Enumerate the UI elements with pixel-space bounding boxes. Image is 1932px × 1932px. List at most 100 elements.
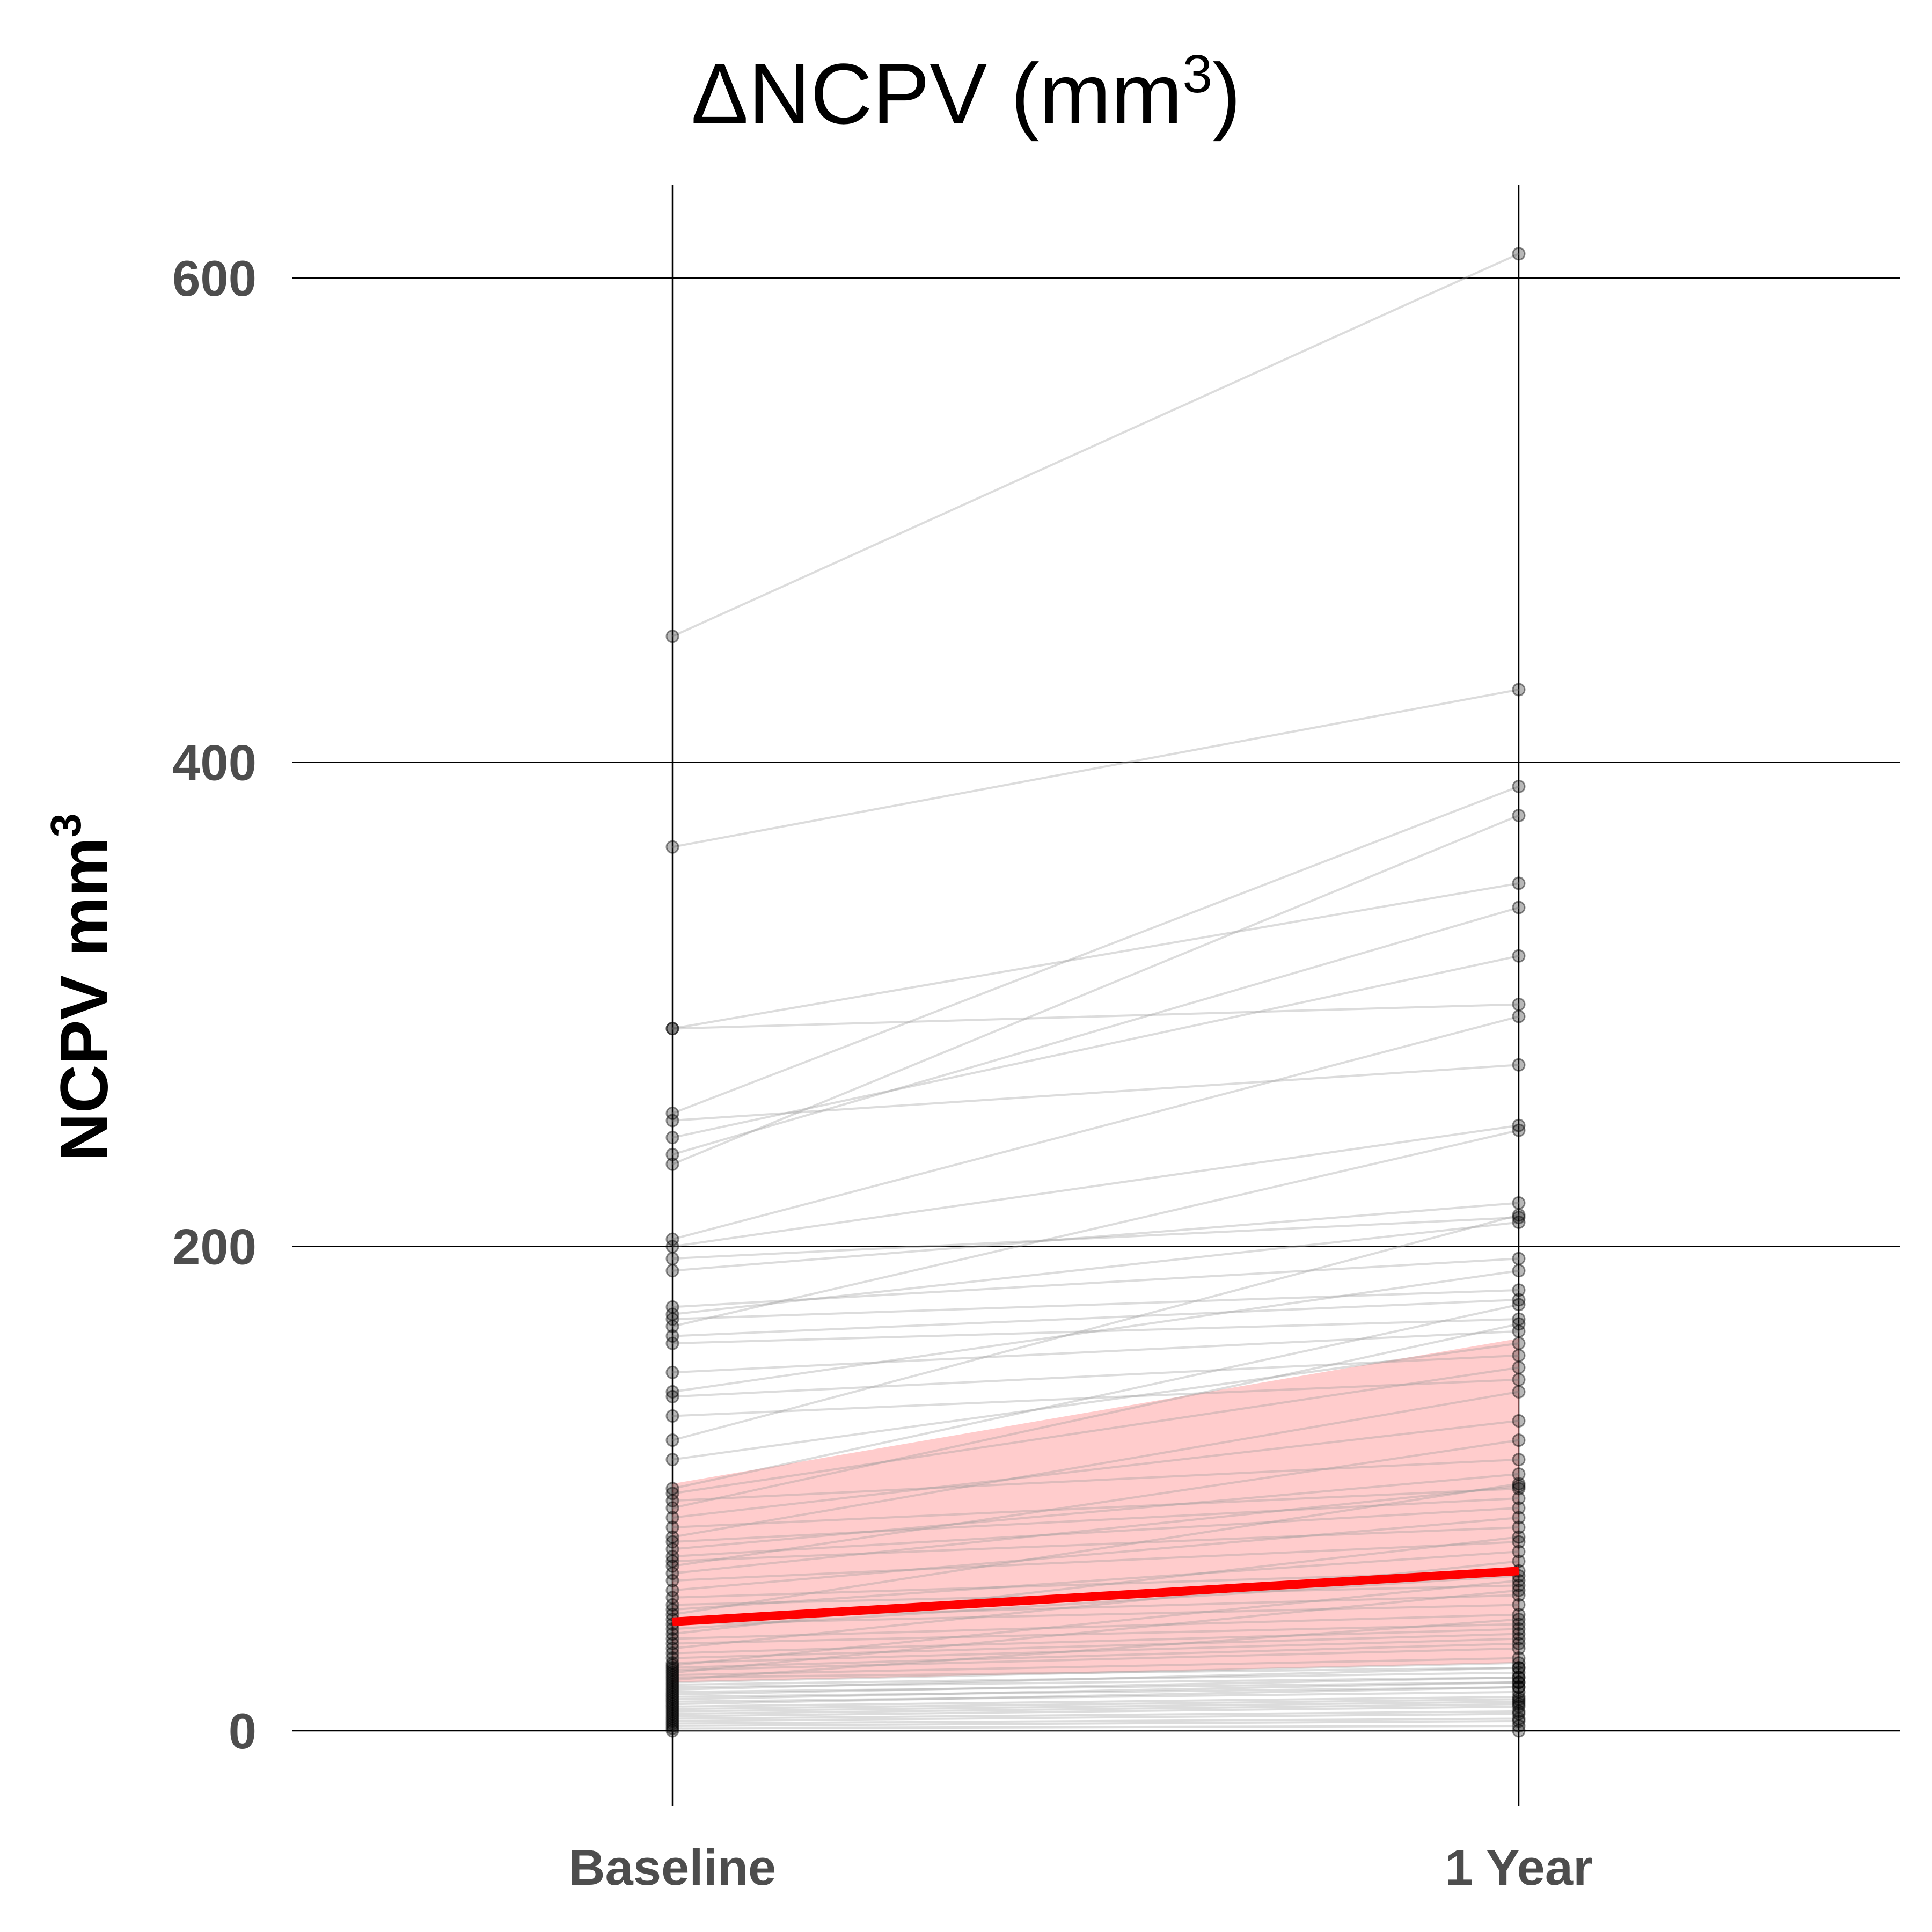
subject-line — [672, 1289, 1519, 1321]
data-point — [1512, 1588, 1526, 1602]
subject-line — [672, 1487, 1519, 1529]
y-axis-label: NCPV mm3 — [42, 814, 122, 1162]
subject-line — [672, 1216, 1519, 1260]
data-point — [665, 1661, 679, 1675]
data-point — [1512, 1656, 1526, 1670]
data-point — [665, 1678, 679, 1692]
data-point — [665, 1329, 679, 1343]
subject-line — [672, 1698, 1519, 1710]
data-point — [1512, 1545, 1526, 1558]
x-tick-label: Baseline — [569, 1839, 777, 1896]
data-point — [1512, 949, 1526, 963]
data-point — [1512, 1554, 1526, 1568]
subject-line — [672, 1633, 1519, 1659]
subject-line — [672, 1647, 1519, 1672]
data-point — [665, 1389, 679, 1403]
data-point — [1512, 1666, 1526, 1680]
subject-line — [672, 1482, 1519, 1616]
data-point — [665, 1307, 679, 1321]
data-point — [1512, 1211, 1526, 1225]
subject-line — [672, 1713, 1519, 1722]
y-tick-label: 200 — [172, 1219, 257, 1275]
data-point — [665, 1511, 679, 1525]
data-point — [1512, 683, 1526, 697]
data-point — [665, 1567, 679, 1580]
subject-line — [672, 1124, 1519, 1248]
subject-line — [672, 1589, 1519, 1674]
subject-line — [672, 1419, 1519, 1519]
data-point — [1512, 1612, 1526, 1626]
subject-line — [672, 1015, 1519, 1241]
data-point — [1512, 1632, 1526, 1646]
data-point — [665, 1409, 679, 1423]
data-point — [665, 1252, 679, 1265]
data-point — [665, 1658, 679, 1672]
y-tick-label: 600 — [172, 250, 257, 306]
subject-line — [672, 1681, 1519, 1693]
data-point — [665, 1022, 679, 1036]
subject-line — [672, 253, 1519, 638]
subject-line — [672, 814, 1519, 1166]
data-point — [665, 1675, 679, 1689]
subject-line — [672, 1705, 1519, 1717]
data-point — [1512, 1627, 1526, 1641]
data-point — [665, 1559, 679, 1573]
subject-line — [672, 1303, 1519, 1490]
subject-line — [672, 1676, 1519, 1688]
subject-line — [672, 1221, 1519, 1315]
data-point — [1512, 1700, 1526, 1714]
subject-line — [672, 882, 1519, 1030]
data-point — [665, 1264, 679, 1278]
subject-line — [672, 1604, 1519, 1626]
data-point — [665, 1702, 679, 1716]
data-point — [1512, 1637, 1526, 1651]
individual-lines — [672, 253, 1519, 1732]
subject-line — [672, 1473, 1519, 1550]
data-point — [1512, 1675, 1526, 1689]
data-point — [665, 1632, 679, 1646]
data-point — [665, 1685, 679, 1699]
data-point — [665, 1487, 679, 1501]
data-point — [665, 1131, 679, 1145]
data-point — [1512, 1661, 1526, 1675]
data-point — [1512, 1680, 1526, 1694]
subject-line — [672, 1717, 1519, 1725]
data-point — [665, 1692, 679, 1706]
subject-line — [672, 1516, 1519, 1592]
data-point — [1512, 1058, 1526, 1072]
data-point — [1512, 1336, 1526, 1350]
data-point — [1512, 1009, 1526, 1023]
subject-line — [672, 1623, 1519, 1645]
subject-line — [672, 1666, 1519, 1691]
subject-line — [672, 906, 1519, 1156]
data-point — [1512, 1530, 1526, 1544]
data-point — [665, 1583, 679, 1597]
data-point — [665, 1520, 679, 1534]
data-point — [665, 1107, 679, 1121]
data-point — [1512, 1477, 1526, 1491]
subject-line — [672, 1695, 1519, 1708]
y-tick-label: 0 — [229, 1703, 257, 1759]
data-point — [665, 1320, 679, 1334]
data-point — [1512, 1675, 1526, 1689]
data-point — [665, 1721, 679, 1735]
data-point — [1512, 1697, 1526, 1711]
data-point — [1512, 1298, 1526, 1312]
data-point — [665, 1716, 679, 1730]
data-point — [665, 1147, 679, 1161]
data-point — [1512, 1479, 1526, 1493]
data-point — [665, 1668, 679, 1682]
subject-line — [672, 1618, 1519, 1681]
data-point — [665, 1671, 679, 1685]
subject-line — [672, 1003, 1519, 1030]
data-point — [1512, 1467, 1526, 1481]
data-point — [1512, 1453, 1526, 1467]
subject-line — [672, 1690, 1519, 1703]
data-point — [665, 1501, 679, 1515]
subject-line — [672, 1541, 1519, 1582]
subject-line — [672, 1298, 1519, 1337]
data-point — [665, 1591, 679, 1605]
data-point — [1512, 1690, 1526, 1704]
data-point — [665, 1300, 679, 1314]
data-point — [665, 1554, 679, 1568]
